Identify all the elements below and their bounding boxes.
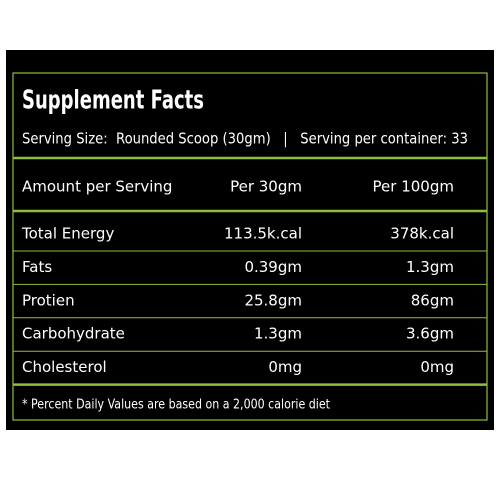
header-cell: Per 30gm	[230, 178, 302, 196]
serving: Serving Size: Rounded Scoop (30gm) | Ser…	[22, 130, 468, 148]
row-cell: Protien	[22, 291, 75, 309]
row-cell: 1.3gm	[254, 325, 302, 343]
footnote: * Percent Daily Values are based on a 2,…	[22, 398, 330, 413]
row-cell: 0mg	[420, 358, 454, 376]
row-cell: Fats	[22, 258, 52, 276]
row-cell: 86gm	[411, 291, 454, 309]
row-cell: 3.6gm	[406, 325, 454, 343]
row-cell: 25.8gm	[244, 291, 302, 309]
row-cell: 113.5k.cal	[224, 225, 302, 243]
row-cell: 0.39gm	[244, 258, 302, 276]
row-cell: Total Energy	[21, 225, 114, 243]
title: Supplement Facts	[22, 86, 204, 116]
label-panel	[6, 50, 494, 430]
header-cell: Per 100gm	[373, 178, 454, 196]
row-cell: 1.3gm	[406, 258, 454, 276]
row-cell: Cholesterol	[22, 358, 107, 376]
row-cell: 378k.cal	[390, 225, 454, 243]
row-cell: 0mg	[268, 358, 302, 376]
label-border	[12, 72, 488, 421]
header-cell: Amount per Serving	[22, 178, 172, 196]
row-cell: Carbohydrate	[22, 325, 125, 343]
facts-table: Amount per Serving Per 30gm Per 100gm Total…	[13, 178, 487, 386]
